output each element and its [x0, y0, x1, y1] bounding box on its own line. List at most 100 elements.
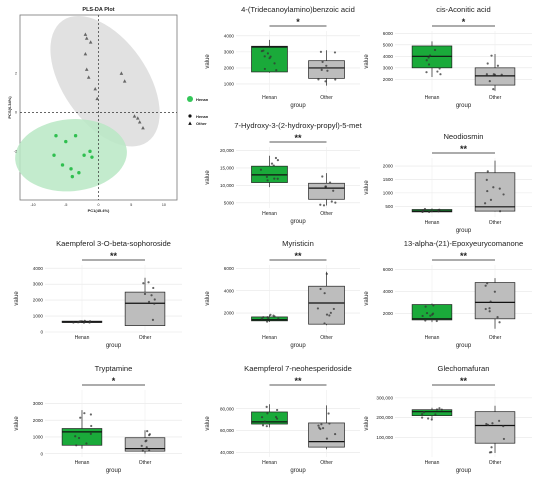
jitter-point — [502, 424, 505, 428]
jitter-point — [484, 284, 487, 287]
xtick-label: Other — [320, 460, 333, 466]
pls-point-henan-6 — [82, 153, 86, 157]
xtick-label: Other — [320, 211, 333, 217]
xtick-label: Henan — [425, 220, 440, 226]
box-henan — [251, 155, 288, 188]
pls-legend: Henan Henan Other — [187, 96, 209, 126]
jitter-point — [435, 408, 439, 411]
jitter-point — [150, 294, 153, 297]
jitter-point — [275, 417, 279, 420]
jitter-point — [425, 311, 429, 315]
boxplot-title: 4-(Tridecanoylamino)benzoic acid — [241, 5, 355, 14]
jitter-point — [262, 49, 265, 52]
ytick-label: 2000 — [224, 311, 235, 316]
jitter-point — [429, 314, 432, 317]
jitter-point — [318, 426, 321, 429]
boxplot-title: Tryptamine — [95, 364, 133, 373]
jitter-point — [319, 203, 322, 206]
jitter-point — [332, 189, 335, 192]
box-other — [474, 160, 516, 213]
jitter-point — [440, 408, 443, 411]
yaxis-label: value — [205, 416, 211, 431]
jitter-point — [275, 69, 278, 72]
box-other — [308, 405, 345, 450]
ytick-label: 200,000 — [376, 415, 393, 420]
box-henan — [251, 313, 288, 323]
jitter-point — [262, 316, 265, 319]
xaxis-label: group — [456, 343, 472, 349]
pls-point-henan-1 — [64, 139, 68, 144]
boxplot-panel-6: 2000 4000 6000 Myristicin ** Henan Other group v… — [205, 239, 360, 349]
legend-henan-swatch — [187, 96, 193, 102]
jitter-point — [434, 413, 437, 416]
jitter-point — [498, 187, 501, 190]
jitter-point — [146, 429, 149, 433]
ytick-label: 0 — [40, 451, 43, 456]
jitter-point — [317, 424, 320, 427]
jitter-point — [329, 311, 332, 314]
pls-point-other-8 — [119, 71, 124, 75]
ytick-label: 3000 — [383, 65, 394, 70]
pls-point-other-2 — [88, 40, 93, 44]
jitter-point — [82, 321, 86, 324]
ytick-label: 1000 — [224, 82, 235, 87]
ytick-label: 300,000 — [376, 395, 393, 400]
ytick-label: 20,000 — [220, 148, 234, 153]
jitter-point — [316, 307, 320, 310]
pls-ytick-label: 0 — [15, 111, 17, 115]
ytick-label: 60,000 — [220, 428, 234, 433]
xtick-label: Henan — [425, 335, 440, 341]
significance-stars: * — [112, 376, 116, 386]
pls-point-other-6 — [93, 87, 98, 91]
pls-da-panel: PLS-DA Plot -10 -5 0 5 10 2 0 -2 PC1(45.4%) PCS(0.… — [7, 7, 209, 213]
yaxis-label: value — [14, 416, 20, 431]
boxplot-panel-4: 500 1000 1500 2000 Neodiosmin ** Henan Other gro… — [364, 132, 532, 234]
boxplot-title: Glechomafuran — [438, 364, 490, 373]
ytick-label: 1000 — [33, 435, 44, 440]
jitter-point — [490, 54, 493, 57]
jitter-point — [496, 64, 500, 67]
jitter-point — [425, 71, 428, 74]
ytick-label: 4000 — [224, 288, 235, 293]
jitter-point — [422, 411, 426, 414]
boxplot-grid: 1000 2000 3000 4000 4-(Tridecanoylamino)benz… — [14, 5, 532, 474]
xtick-label: Henan — [262, 95, 277, 101]
jitter-point — [153, 302, 156, 305]
ytick-label: 4000 — [383, 289, 394, 294]
xtick-label: Other — [320, 335, 333, 341]
pls-point-henan-2 — [73, 134, 78, 138]
jitter-point — [267, 317, 270, 320]
jitter-point — [432, 304, 435, 307]
ytick-label: 2000 — [383, 311, 394, 316]
significance-stars: ** — [294, 251, 302, 261]
pls-point-other-3 — [83, 51, 88, 56]
pls-point-other-12 — [137, 120, 142, 124]
pls-point-henan-4 — [60, 163, 65, 167]
legend-henan-label: Henan — [196, 97, 209, 102]
jitter-point — [142, 282, 145, 285]
jitter-point — [488, 307, 491, 310]
jitter-point — [260, 317, 263, 320]
jitter-point — [421, 416, 424, 419]
jitter-point — [85, 442, 88, 445]
jitter-point — [322, 204, 326, 207]
xtick-label: Other — [489, 460, 502, 466]
jitter-point — [319, 287, 322, 291]
yaxis-label: value — [205, 170, 211, 185]
yaxis-label: value — [364, 291, 370, 306]
pls-point-henan-7 — [88, 149, 92, 154]
jitter-point — [325, 437, 329, 440]
xtick-label: Henan — [262, 460, 277, 466]
jitter-point — [325, 64, 328, 67]
jitter-point — [427, 417, 430, 420]
box-henan — [411, 303, 453, 323]
box-henan — [61, 410, 103, 449]
jitter-point — [89, 432, 92, 435]
yaxis-label: value — [205, 54, 211, 69]
jitter-point — [266, 412, 269, 415]
box-henan — [251, 404, 288, 428]
xaxis-label: group — [456, 228, 472, 234]
ytick-label: 2000 — [33, 418, 44, 423]
jitter-point — [83, 319, 86, 322]
jitter-point — [421, 209, 425, 212]
